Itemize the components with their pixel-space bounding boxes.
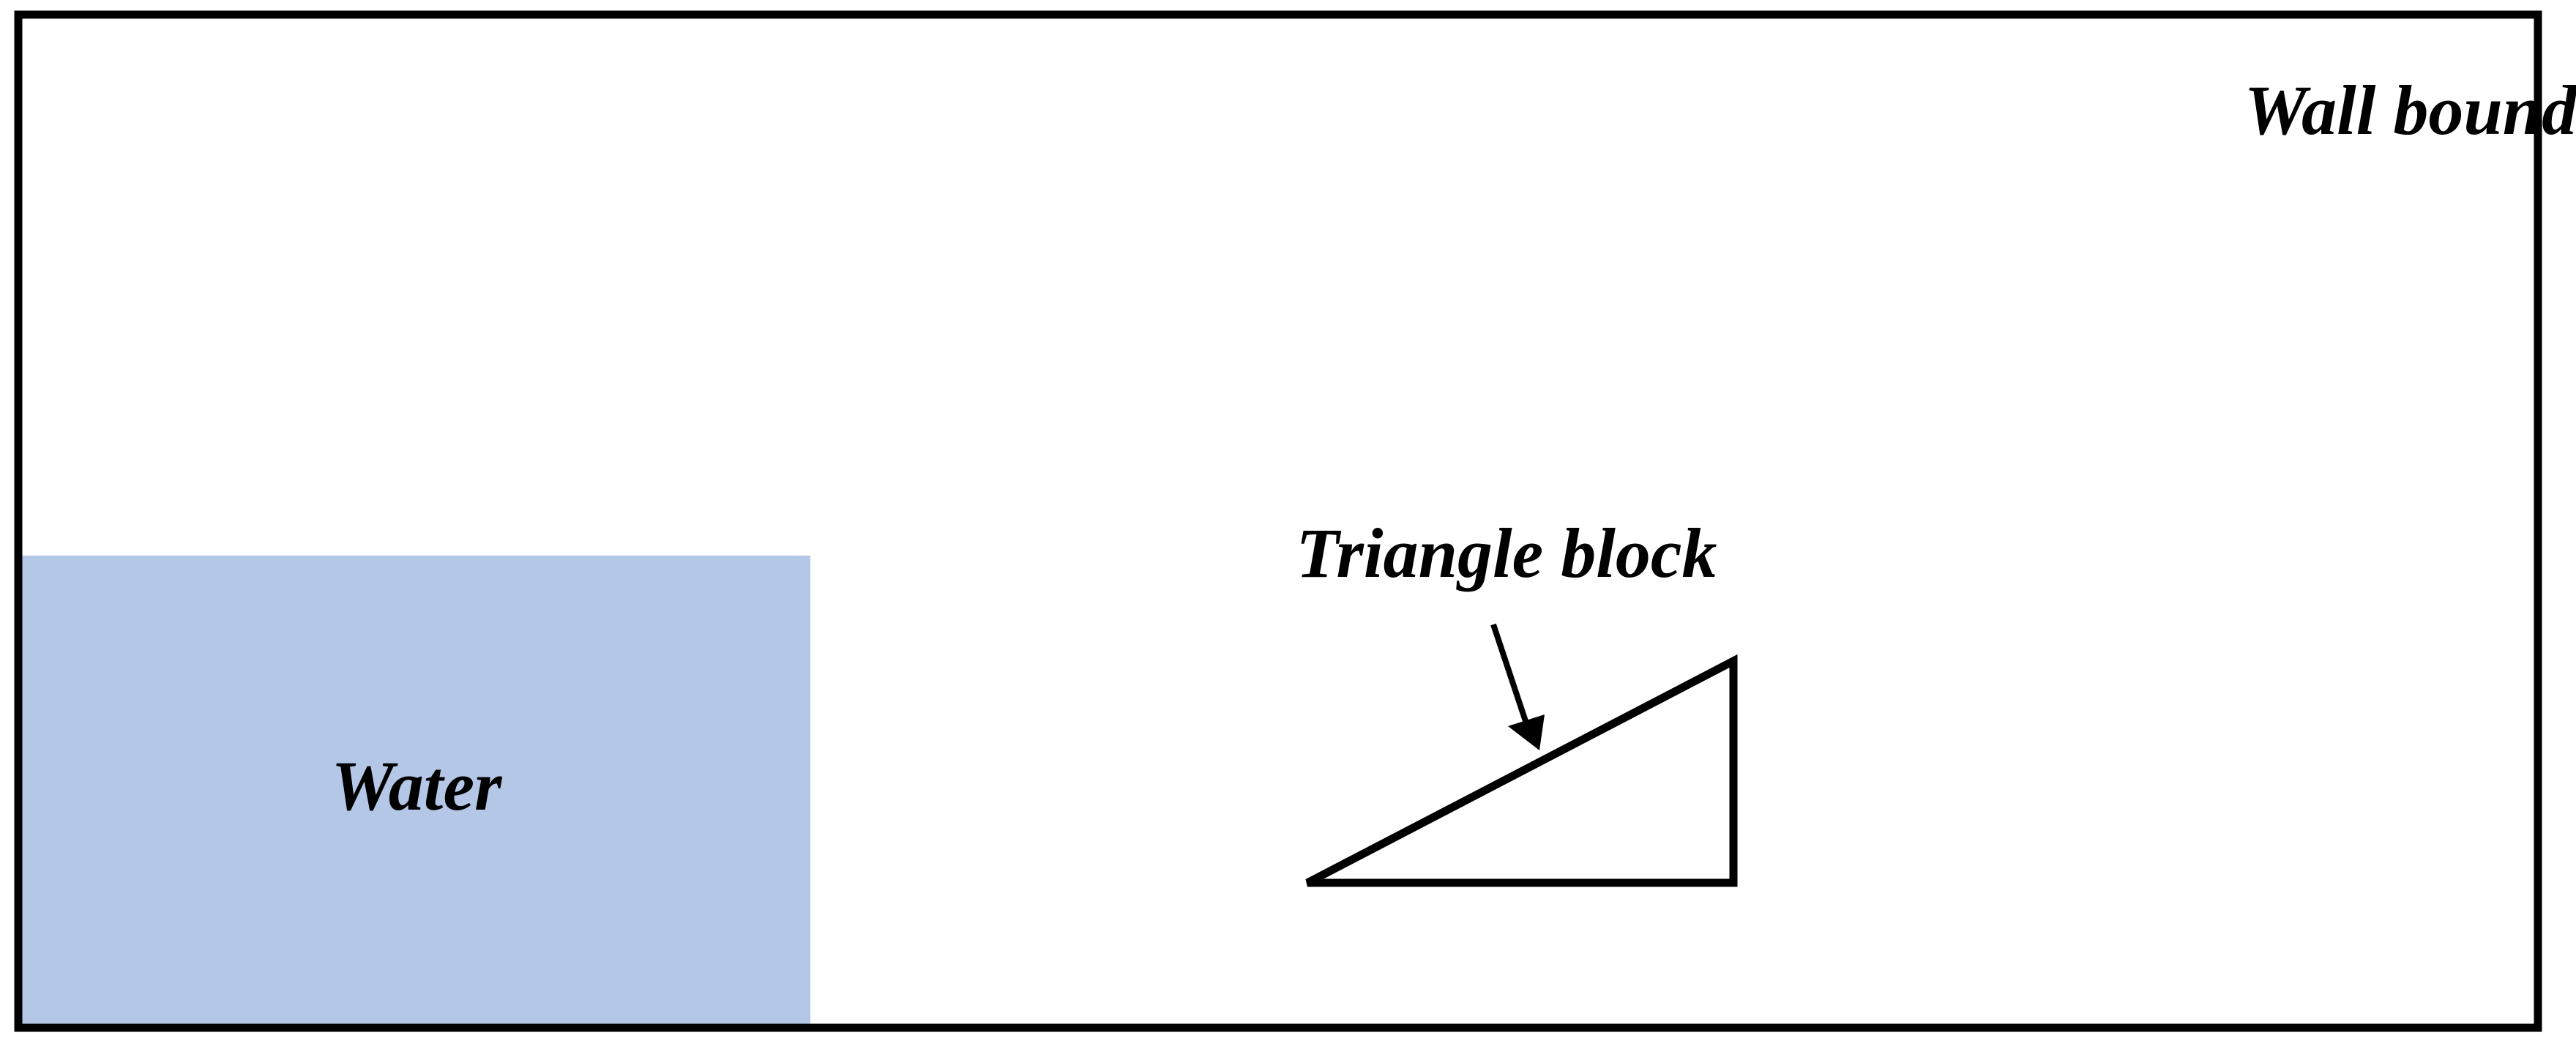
triangle-block: [1305, 654, 1738, 887]
triangle-block-label: Triangle block: [1296, 514, 1717, 592]
wall-boundary-label: Wall boundary: [2244, 71, 2576, 149]
wall-boundary: [14, 10, 2542, 1032]
water-label: Water: [332, 747, 504, 825]
water-region: [20, 556, 810, 1026]
triangle-pointer-arrow: [1490, 623, 1545, 750]
